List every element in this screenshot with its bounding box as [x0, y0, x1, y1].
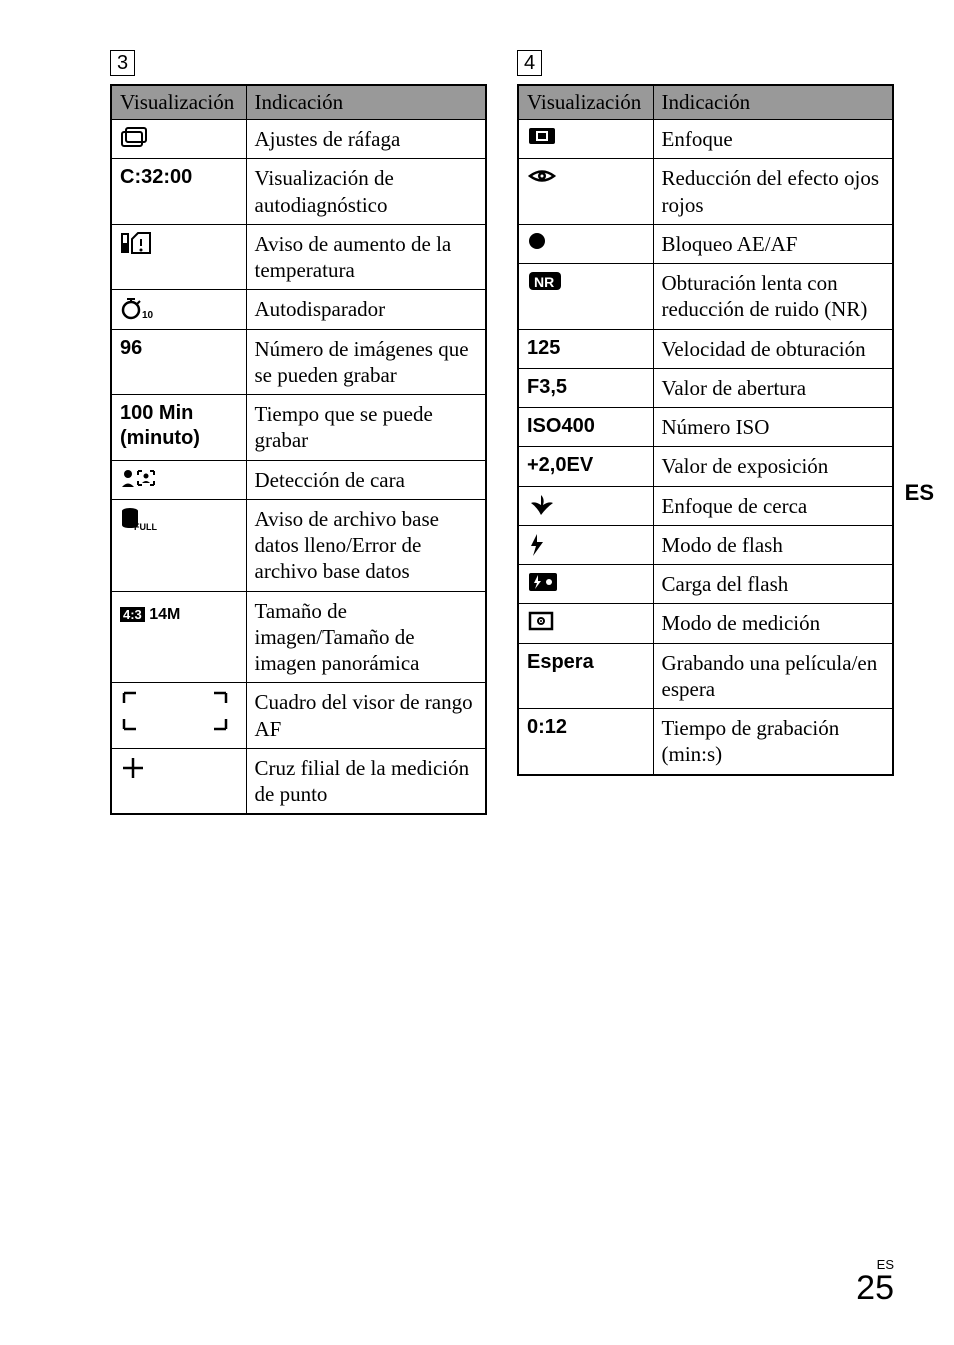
table-row: 100 Min (minuto) Tiempo que se puede gra… [111, 395, 486, 461]
cell-display: Espera [518, 643, 653, 709]
table-row: 10 Autodisparador [111, 290, 486, 329]
cell-display: F3,5 [518, 368, 653, 407]
cell-indication: Aviso de archivo base datos lleno/Error … [246, 499, 486, 591]
table-row: Cuadro del visor de rango AF [111, 683, 486, 749]
focus-icon [518, 120, 653, 159]
metering-icon [518, 604, 653, 643]
table-row: Bloqueo AE/AF [518, 224, 893, 263]
cell-indication: Número ISO [653, 408, 893, 447]
table-row: 4:3 14M Tamaño de imagen/Tamaño de image… [111, 591, 486, 683]
table-row: Enfoque [518, 120, 893, 159]
table-row: Reducción del efecto ojos rojos [518, 159, 893, 225]
flash-mode-icon [518, 525, 653, 564]
cell-display: 0:12 [518, 709, 653, 775]
cell-indication: Autodisparador [246, 290, 486, 329]
table-row: F3,5 Valor de abertura [518, 368, 893, 407]
svg-text:10: 10 [142, 310, 154, 320]
table-row: Cruz filial de la medición de punto [111, 748, 486, 814]
table-row: ISO400 Número ISO [518, 408, 893, 447]
nr-icon: NR [518, 264, 653, 330]
flash-charge-icon [518, 565, 653, 604]
cell-indication: Grabando una película/en espera [653, 643, 893, 709]
table-row: Modo de flash [518, 525, 893, 564]
column-right: 4 Visualización Indicación Enfoque R [517, 50, 894, 815]
table-row: Aviso de aumento de la temperatura [111, 224, 486, 290]
cell-indication: Reducción del efecto ojos rojos [653, 159, 893, 225]
image-size-icon: 4:3 14M [111, 591, 246, 683]
table-row: Detección de cara [111, 460, 486, 499]
cell-indication: Cuadro del visor de rango AF [246, 683, 486, 749]
af-frame-icon [111, 683, 246, 749]
columns-wrapper: 3 Visualización Indicación Ajustes de rá… [110, 50, 894, 815]
macro-icon [518, 486, 653, 525]
page-number: ES 25 [856, 1258, 894, 1305]
cell-indication: Ajustes de ráfaga [246, 120, 486, 159]
cell-indication: Velocidad de obturación [653, 329, 893, 368]
table-row: Espera Grabando una película/en espera [518, 643, 893, 709]
cell-indication: Valor de abertura [653, 368, 893, 407]
table-row: Modo de medición [518, 604, 893, 643]
cell-indication: Carga del flash [653, 565, 893, 604]
cell-indication: Detección de cara [246, 460, 486, 499]
language-side-label: ES [905, 480, 934, 506]
table-4-header-right: Indicación [653, 85, 893, 120]
svg-text:NR: NR [534, 274, 554, 290]
cell-display: +2,0EV [518, 447, 653, 486]
cell-indication: Obturación lenta con reducción de ruido … [653, 264, 893, 330]
cell-indication: Tamaño de imagen/Tamaño de imagen panorá… [246, 591, 486, 683]
table-3-header-left: Visualización [111, 85, 246, 120]
table-row: +2,0EV Valor de exposición [518, 447, 893, 486]
column-left: 3 Visualización Indicación Ajustes de rá… [110, 50, 487, 815]
table-row: 96 Número de imágenes que se pueden grab… [111, 329, 486, 395]
table-3-header: Visualización Indicación [111, 85, 486, 120]
svg-text:FULL: FULL [134, 522, 157, 532]
table-row: Ajustes de ráfaga [111, 120, 486, 159]
imgsize-label: 4:3 14M [120, 599, 180, 624]
cell-display: C:32:00 [111, 159, 246, 225]
face-detect-icon [111, 460, 246, 499]
page-number-value: 25 [856, 1269, 894, 1307]
section-3-label: 3 [110, 50, 135, 76]
redeye-icon [518, 159, 653, 225]
table-row: Enfoque de cerca [518, 486, 893, 525]
cell-indication: Cruz filial de la medición de punto [246, 748, 486, 814]
cell-indication: Modo de medición [653, 604, 893, 643]
table-row: C:32:00 Visualización de autodiagnóstico [111, 159, 486, 225]
burst-icon [111, 120, 246, 159]
table-3: Visualización Indicación Ajustes de ráfa… [110, 84, 487, 815]
table-4: Visualización Indicación Enfoque Reducci… [517, 84, 894, 776]
cell-indication: Tiempo que se puede grabar [246, 395, 486, 461]
table-row: NR Obturación lenta con reducción de rui… [518, 264, 893, 330]
cell-display: 100 Min (minuto) [111, 395, 246, 461]
section-4-label: 4 [517, 50, 542, 76]
db-full-icon: FULL [111, 499, 246, 591]
cell-indication: Enfoque de cerca [653, 486, 893, 525]
page-content: 3 Visualización Indicación Ajustes de rá… [0, 0, 954, 855]
cell-display: 125 [518, 329, 653, 368]
cell-indication: Número de imágenes que se pueden grabar [246, 329, 486, 395]
spot-cross-icon [111, 748, 246, 814]
aeaf-lock-icon [518, 224, 653, 263]
cell-indication: Tiempo de grabación (min:s) [653, 709, 893, 775]
cell-indication: Aviso de aumento de la temperatura [246, 224, 486, 290]
cell-indication: Modo de flash [653, 525, 893, 564]
table-row: 0:12 Tiempo de grabación (min:s) [518, 709, 893, 775]
cell-indication: Visualización de autodiagnóstico [246, 159, 486, 225]
cell-indication: Valor de exposición [653, 447, 893, 486]
cell-display: ISO400 [518, 408, 653, 447]
selftimer-icon: 10 [111, 290, 246, 329]
table-3-header-right: Indicación [246, 85, 486, 120]
temp-warning-icon [111, 224, 246, 290]
table-row: 125 Velocidad de obturación [518, 329, 893, 368]
cell-display: 96 [111, 329, 246, 395]
cell-indication: Enfoque [653, 120, 893, 159]
table-4-header: Visualización Indicación [518, 85, 893, 120]
table-row: Carga del flash [518, 565, 893, 604]
table-4-header-left: Visualización [518, 85, 653, 120]
table-row: FULL Aviso de archivo base datos lleno/E… [111, 499, 486, 591]
cell-indication: Bloqueo AE/AF [653, 224, 893, 263]
